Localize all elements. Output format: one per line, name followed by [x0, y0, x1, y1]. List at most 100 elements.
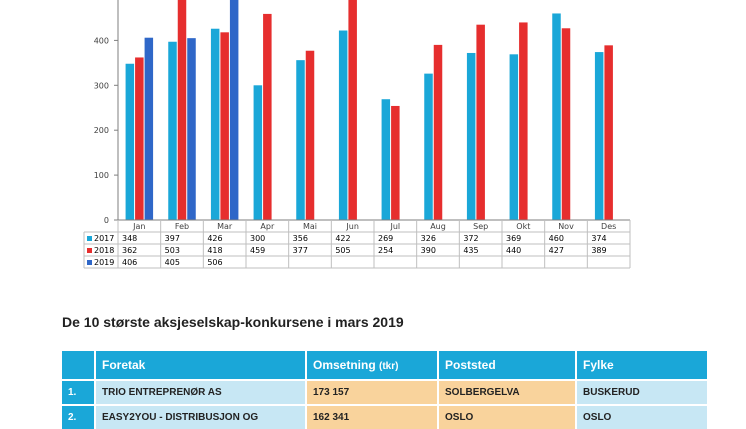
x-tick-label: Jul: [390, 222, 401, 231]
header-foretak: Foretak: [95, 351, 307, 380]
data-label: 269: [378, 234, 393, 243]
data-label: 390: [421, 246, 436, 255]
y-tick-label: 300: [94, 81, 109, 90]
table-row: 2. EASY2YOU - DISTRIBUSJON OG 162 341 OS…: [62, 404, 709, 429]
legend-label: 2017: [94, 234, 114, 243]
bar-2019-Feb: [187, 38, 196, 220]
legend-label: 2019: [94, 258, 114, 267]
y-tick-label: 200: [94, 126, 109, 135]
bar-2017-Feb: [168, 41, 177, 220]
rank-cell: 1.: [62, 379, 96, 405]
poststed-cell: OSLO: [438, 404, 577, 429]
data-label: 397: [165, 234, 180, 243]
header-omsetning: Omsetning (tkr): [306, 351, 439, 380]
data-label: 356: [293, 234, 308, 243]
bar-2018-Jul: [391, 105, 400, 220]
bar-2018-Sep: [476, 24, 485, 220]
data-label: 503: [165, 246, 180, 255]
data-label: 440: [506, 246, 521, 255]
data-label: 427: [549, 246, 564, 255]
bar-2017-Sep: [466, 52, 476, 220]
x-tick-label: Aug: [430, 222, 446, 231]
header-omsetning-unit: (tkr): [379, 361, 399, 372]
rank-cell: 2.: [62, 404, 96, 429]
y-tick-label: 0: [104, 216, 109, 225]
bar-2018-Nov: [561, 28, 571, 220]
table-header-row: Foretak Omsetning (tkr) Poststed Fylke: [62, 351, 709, 380]
x-tick-label: Feb: [175, 222, 189, 231]
data-label: 506: [207, 258, 222, 267]
data-label: 422: [335, 234, 350, 243]
x-tick-label: Sep: [473, 222, 488, 231]
data-label: 405: [165, 258, 180, 267]
bar-2017-Des: [594, 52, 604, 220]
data-label: 505: [335, 246, 350, 255]
x-tick-label: Okt: [516, 222, 530, 231]
data-label: 369: [506, 234, 521, 243]
x-tick-label: Jan: [132, 222, 145, 231]
bar-2017-Jul: [381, 99, 391, 220]
bar-2018-Mai: [305, 50, 315, 220]
data-label: 418: [207, 246, 222, 255]
section-title: De 10 største aksjeselskap-konkursene i …: [62, 314, 404, 330]
foretak-cell: EASY2YOU - DISTRIBUSJON OG: [95, 404, 307, 429]
bar-2018-Jan: [135, 57, 144, 220]
bar-2017-Mar: [210, 28, 220, 220]
legend-key-2017: [87, 236, 92, 241]
bar-2018-Mar: [220, 32, 229, 220]
y-tick-label: 400: [94, 36, 109, 45]
bar-2017-Mai: [296, 60, 305, 220]
bar-2017-Okt: [509, 54, 519, 220]
x-tick-label: Des: [601, 222, 616, 231]
data-label: 300: [250, 234, 265, 243]
header-poststed: Poststed: [438, 351, 577, 380]
fylke-cell: OSLO: [576, 404, 709, 429]
foretak-cell: TRIO ENTREPRENØR AS: [95, 379, 307, 405]
header-rank: [62, 351, 96, 380]
bar-2019-Mar: [229, 0, 239, 220]
data-label: 435: [463, 246, 478, 255]
legend-key-2018: [87, 248, 92, 253]
bar-2018-Des: [604, 45, 613, 220]
data-label: 254: [378, 246, 393, 255]
bar-2017-Aug: [424, 73, 433, 220]
y-axis: 0 100 200 300 400 500: [94, 0, 119, 225]
x-tick-label: Nov: [558, 222, 574, 231]
omsetning-cell: 173 157: [306, 379, 439, 405]
chart-data-table: Jan Feb Mar Apr Mai Jun Jul Aug Sep Okt Nov Des 2017…: [83, 219, 631, 269]
data-label: 374: [591, 234, 606, 243]
x-tick-label: Jun: [345, 222, 359, 231]
header-omsetning-label: Omsetning: [313, 358, 376, 372]
bar-chart: 0 100 200 300 400 500 Jan Feb Mar Apr Mai Jun Jul Au…: [83, 0, 631, 269]
y-tick-label: 500: [94, 0, 109, 1]
data-label: 459: [250, 246, 265, 255]
data-label: 389: [591, 246, 606, 255]
bar-2018-Jun: [348, 0, 357, 220]
bar-2019-Jan: [144, 37, 154, 220]
poststed-cell: SOLBERGELVA: [438, 379, 577, 405]
bar-2018-Feb: [177, 0, 187, 220]
bar-2017-Jan: [125, 63, 135, 220]
fylke-cell: BUSKERUD: [576, 379, 709, 405]
y-tick-label: 100: [94, 171, 109, 180]
bar-2017-Nov: [552, 13, 561, 220]
data-label: 406: [122, 258, 137, 267]
data-label: 362: [122, 246, 137, 255]
bars: [125, 0, 613, 220]
table-row: 1. TRIO ENTREPRENØR AS 173 157 SOLBERGEL…: [62, 379, 709, 405]
x-tick-label: Mar: [217, 222, 233, 231]
omsetning-cell: 162 341: [306, 404, 439, 429]
data-label: 377: [293, 246, 308, 255]
data-label: 460: [549, 234, 564, 243]
legend-label: 2018: [94, 246, 114, 255]
x-tick-label: Mai: [303, 222, 317, 231]
bar-2018-Aug: [433, 44, 443, 220]
x-tick-label: Apr: [260, 222, 275, 231]
bar-2017-Jun: [338, 30, 348, 220]
bar-2017-Apr: [253, 85, 263, 220]
bar-2018-Apr: [263, 13, 272, 220]
data-label: 326: [421, 234, 436, 243]
data-label: 372: [463, 234, 478, 243]
bankruptcy-table: Foretak Omsetning (tkr) Poststed Fylke 1…: [62, 351, 709, 429]
header-fylke: Fylke: [576, 351, 709, 380]
